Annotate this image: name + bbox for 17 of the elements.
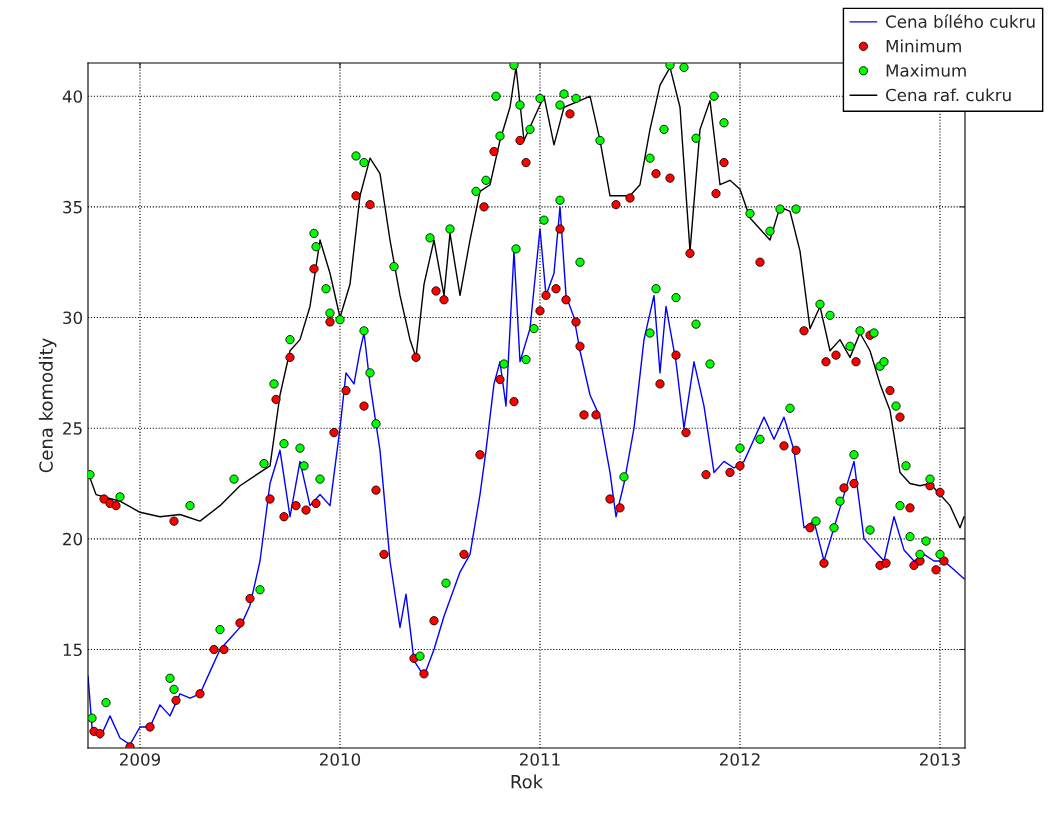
y-tick-label: 35 (63, 200, 82, 214)
y-axis-title: Cena komodity (38, 338, 57, 473)
y-tick-label: 20 (63, 532, 83, 546)
y-tick-label: 25 (63, 422, 82, 435)
legend-label: Minimum (886, 39, 961, 53)
y-tick-label: 40 (62, 90, 83, 103)
legend-label: Cena bílého cukru (886, 14, 1035, 28)
x-tick-label: 2013 (920, 753, 960, 766)
x-tick-label: 2009 (120, 753, 161, 766)
x-tick-label: 2011 (520, 753, 560, 766)
y-tick-label: 15 (63, 643, 82, 657)
y-tick-label: 30 (63, 311, 83, 325)
x-tick-label: 2012 (720, 753, 760, 766)
legend-label: Maximum (886, 63, 966, 77)
x-tick-label: 2010 (320, 753, 361, 766)
legend-label: Cena raf. cukru (886, 88, 1011, 102)
x-axis-title: Rok (511, 774, 544, 789)
